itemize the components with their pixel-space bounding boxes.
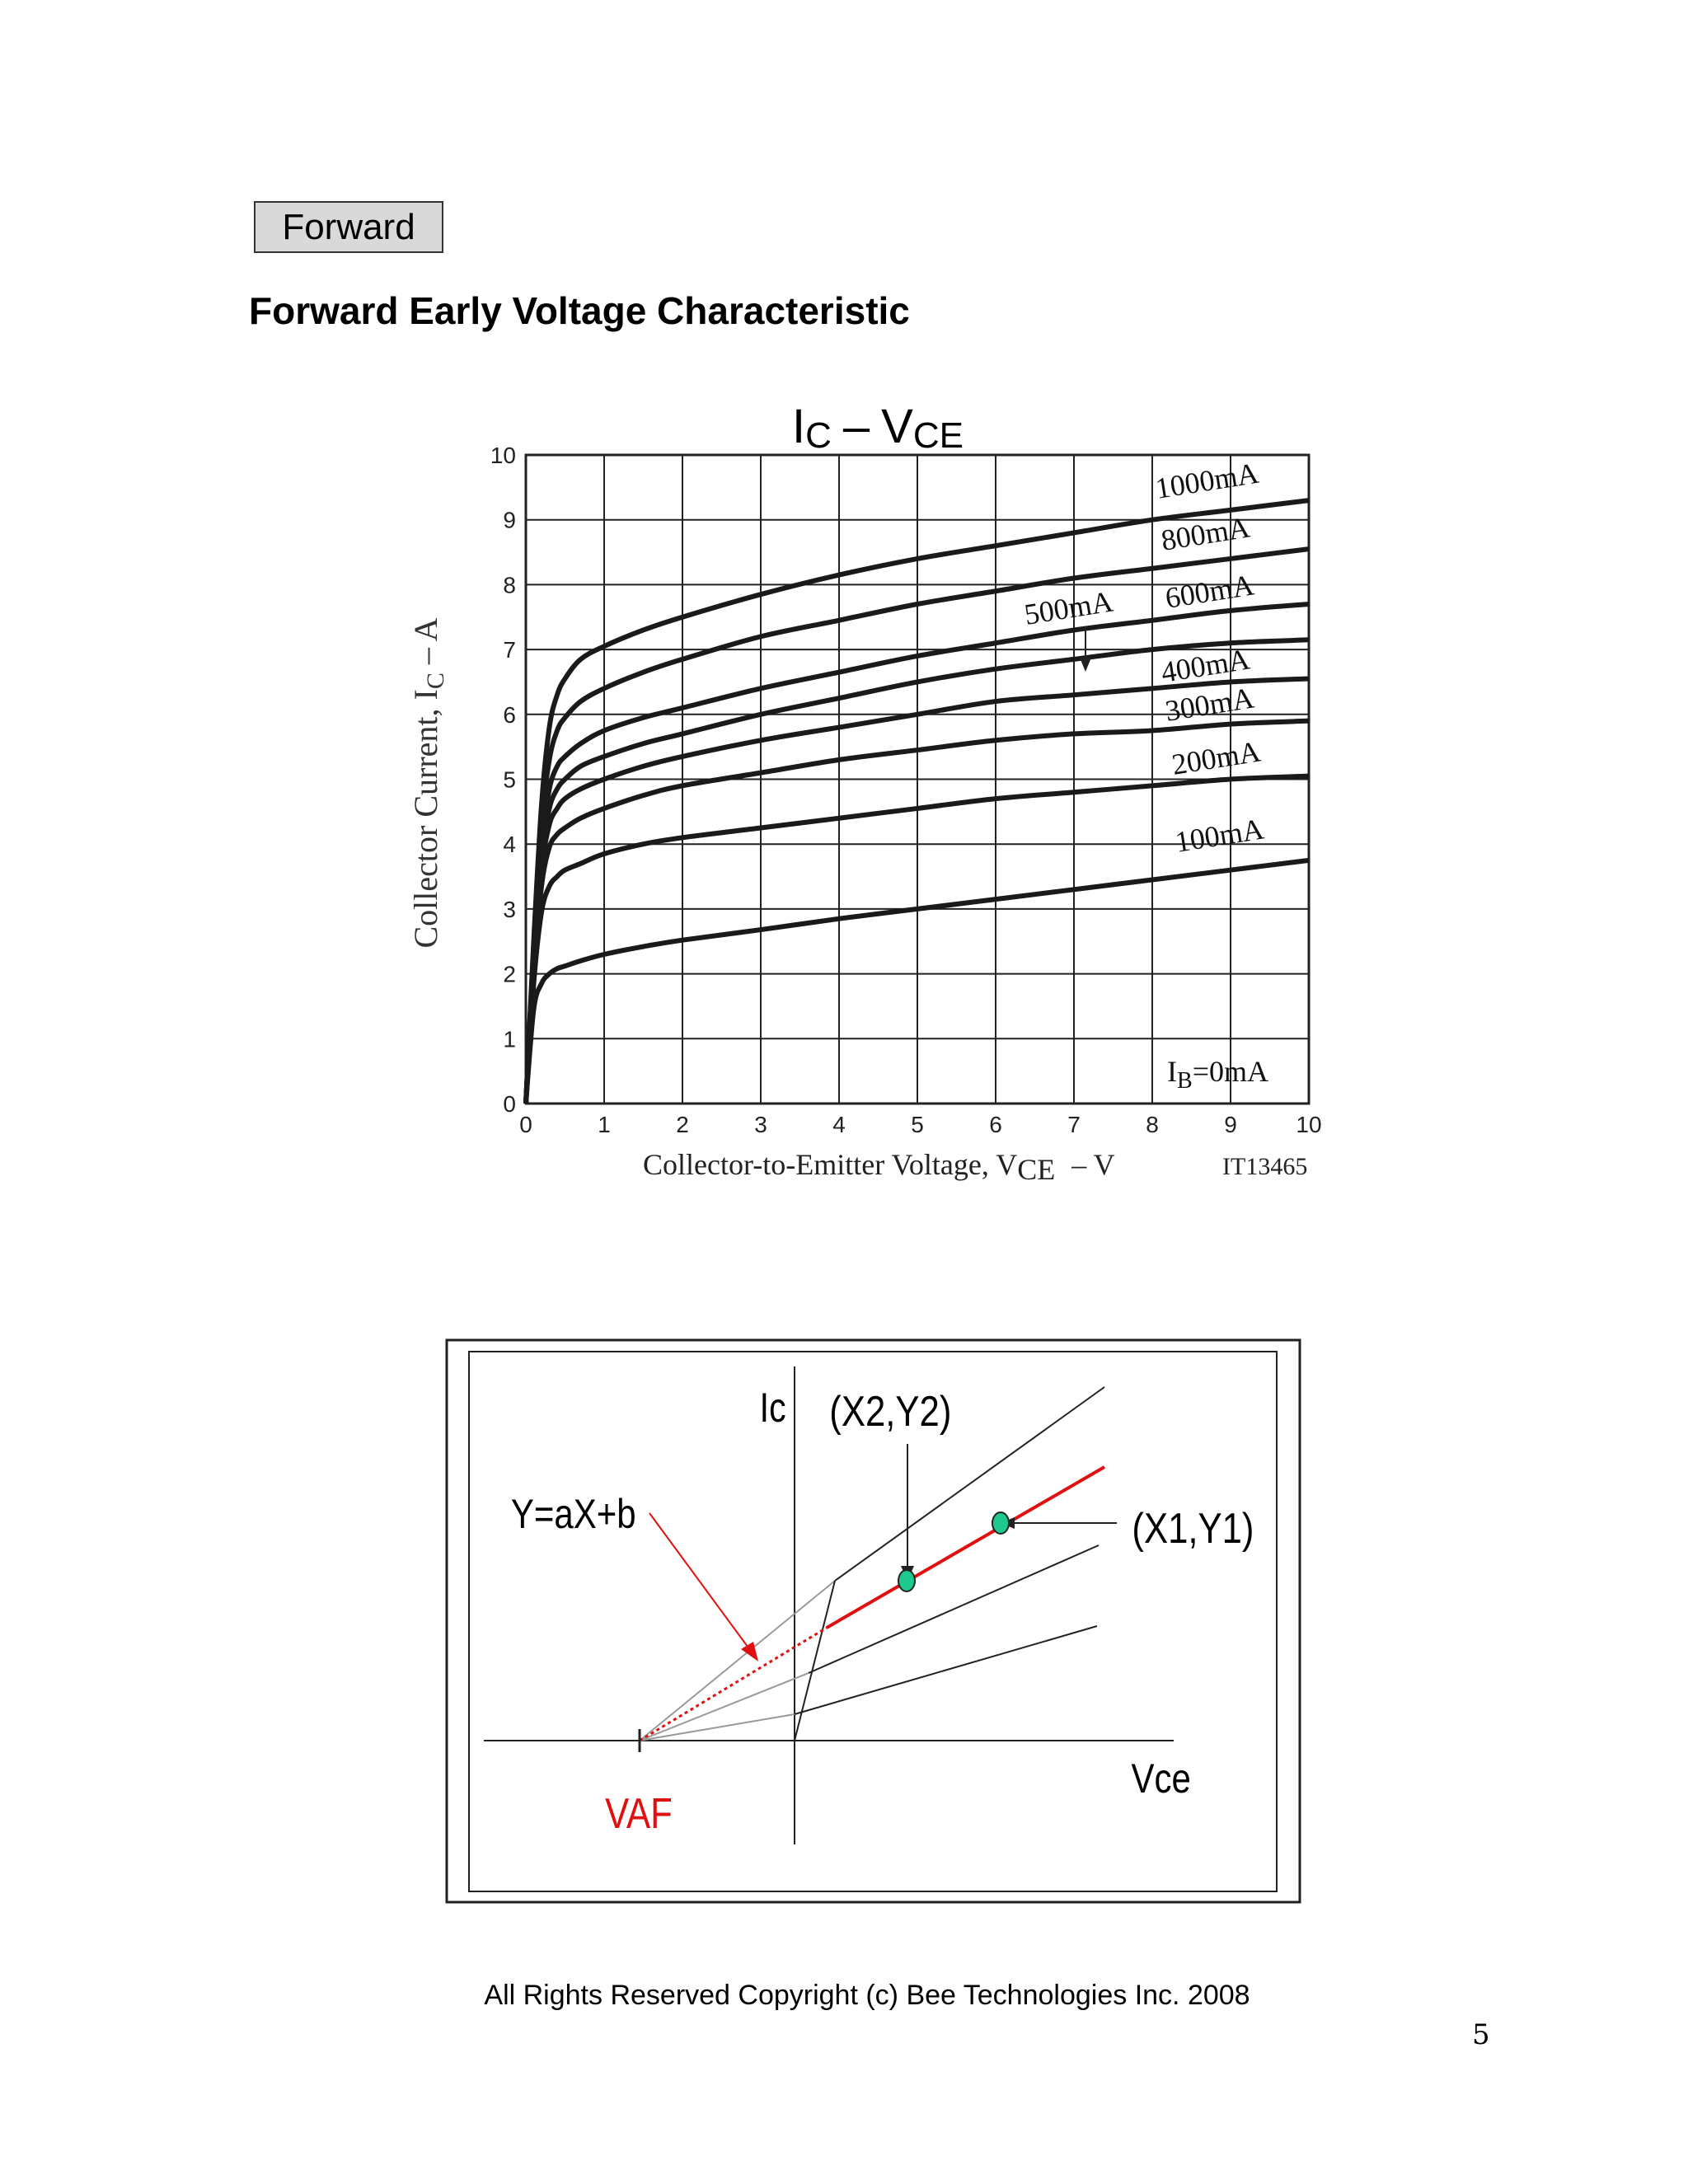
y-tick-label: 9 [503,508,516,533]
point-x2y2 [898,1569,916,1592]
x-tick-label: 3 [754,1112,767,1137]
point-x1y1 [992,1511,1010,1535]
curve-label-l200: 200mA [1170,734,1263,780]
y-tick-label: 4 [503,832,516,857]
diagram-vce-label: Vce [1132,1755,1191,1802]
diagram-equation-label: Y=aX+b [511,1491,636,1537]
y-tick-label: 5 [503,767,516,793]
chart-xlabel: Collector-to-Emitter Voltage, VCE – V [643,1148,1115,1186]
saturation-boundary [794,1580,836,1741]
page-title: Forward Early Voltage Characteristic [249,289,910,332]
curve-label-ib0: IB=0mA [1167,1055,1268,1094]
curve-label-l100: 100mA [1173,812,1266,858]
y-tick-label: 10 [490,443,516,468]
y-tick-label: 2 [503,962,516,987]
chart-ylabel: Collector Current, IC– A [407,617,449,948]
diagram-point1-label: (X1,Y1) [1132,1506,1254,1553]
copyright-footer: All Rights Reserved Copyright (c) Bee Te… [484,1980,1250,2011]
x-tick-label: 9 [1224,1112,1237,1137]
y-tick-label: 8 [503,572,516,598]
curve-200mA [523,773,1310,1104]
curve-400mA [523,676,1310,1104]
fitted-line-extension [639,1626,828,1742]
curve-label-l1000: 1000mA [1153,457,1261,505]
ic-line-top [834,1386,1105,1582]
y-tick-label: 3 [503,897,516,922]
equation-arrow [649,1512,751,1651]
x-tick-label: 5 [911,1112,924,1137]
x-tick-label: 1 [598,1112,611,1137]
extrap-line-top [639,1580,836,1741]
page-number: 5 [1472,2018,1490,2051]
x-tick-label: 7 [1067,1112,1081,1137]
curve-100mA [523,857,1310,1104]
diagram-inner-frame [468,1351,1278,1892]
x-tick-label: 10 [1296,1112,1321,1137]
chart-figure-id: IT13465 [1222,1153,1307,1180]
x-tick-label: 6 [989,1112,1002,1137]
point1-arrowhead [1001,1517,1015,1529]
x-tick-label: 4 [832,1112,846,1137]
extrap-line-mid [639,1672,809,1741]
chart-labels: 1000mA800mA600mA500mA400mA300mA200mA100m… [1022,457,1268,1094]
x-tick-label: 8 [1146,1112,1159,1137]
ic-line-low [794,1625,1098,1715]
point2-arrowhead [901,1566,914,1581]
chart-title: IC – VCE [792,400,964,456]
extrap-line-low [639,1713,795,1741]
chart-curves [523,498,1310,1104]
ic-line-mid [808,1544,1100,1674]
equation-arrowhead [741,1642,758,1661]
y-tick-label: 6 [503,702,516,728]
diagram-ic-label: Ic [760,1385,786,1431]
y-tick-label: 1 [503,1026,516,1052]
diagram-vaf-label: VAF [605,1791,673,1838]
x-tick-label: 2 [676,1112,689,1137]
curve-300mA [523,718,1310,1104]
chart-ticks: 0 1 2 3 4 5 6 7 8 9 10 0 1 2 3 4 5 6 7 8 9 10 [490,443,1322,1137]
y-tick-label: 7 [503,637,516,663]
y-tick-label: 0 [503,1091,516,1117]
section-tag-forward: Forward [254,201,443,253]
diagram-outer-frame [445,1338,1301,1904]
fitted-line [825,1465,1106,1629]
diagram-point2-label: (X2,Y2) [829,1389,951,1436]
x-tick-label: 0 [519,1112,532,1137]
label-500-arrowhead [1080,658,1091,672]
ic-vce-chart: 0 1 2 3 4 5 6 7 8 9 10 0 1 2 3 4 5 6 7 8 9 10 1000mA800mA600m… [407,400,1322,1186]
curve-800mA [523,546,1310,1104]
